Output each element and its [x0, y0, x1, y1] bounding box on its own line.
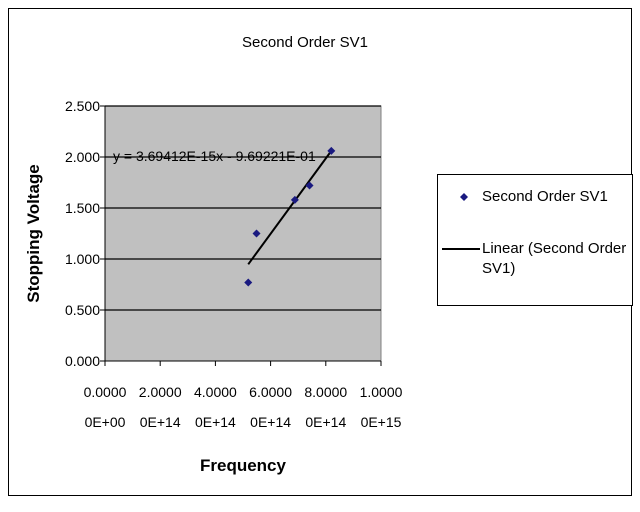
data-point-2 [290, 195, 299, 204]
y-tick-label-5: 2.500 [65, 98, 100, 114]
x-tick-label-line1: 1.0000 [360, 384, 403, 400]
data-point-4 [327, 146, 336, 155]
x-tick-label-line2: 0E+14 [140, 414, 181, 430]
x-tick-label-line1: 0.0000 [84, 384, 127, 400]
x-tick-label-2: 4.0000 0E+14 [194, 384, 237, 430]
x-axis-label: Frequency [200, 456, 287, 475]
legend-marker-shape [460, 193, 468, 201]
trendline [247, 150, 333, 265]
y-tick-label-1: 0.500 [65, 302, 100, 318]
x-tick-label-line2: 0E+14 [250, 414, 291, 430]
x-tick-label-0: 0.0000 0E+00 [84, 384, 127, 430]
legend-marker-line [442, 248, 480, 250]
x-tick-label-line2: 0E+14 [195, 414, 236, 430]
y-tick-label-4: 2.000 [65, 149, 100, 165]
y-tick-label-2: 1.000 [65, 251, 100, 267]
legend-item-scatter: Second Order SV1 [438, 187, 634, 211]
legend-label-scatter: Second Order SV1 [482, 188, 608, 205]
x-tick-label-3: 6.0000 0E+14 [249, 384, 292, 430]
data-point-0 [244, 278, 253, 287]
legend: Second Order SV1 Linear (Second Order SV1… [437, 174, 633, 306]
legend-label-trendline: Linear (Second Order SV1) [482, 240, 627, 277]
legend-marker-diamond [460, 193, 468, 201]
x-tick-label-line2: 0E+14 [305, 414, 346, 430]
x-tick-label-line2: 0E+00 [85, 414, 126, 430]
chart-title: Second Order SV1 [242, 34, 368, 51]
y-tick-label-0: 0.000 [65, 353, 100, 369]
legend-item-trendline: Linear (Second Order SV1) [438, 239, 634, 287]
chart-canvas: Second Order SV1 0.000 0.500 1.000 1.500 2.00… [24, 34, 403, 475]
x-tick-label-line1: 2.0000 [139, 384, 182, 400]
x-tick-label-line1: 8.0000 [304, 384, 347, 400]
x-tick-label-line1: 6.0000 [249, 384, 292, 400]
data-point-3 [305, 181, 314, 190]
x-tick-label-4: 8.0000 0E+14 [304, 384, 347, 430]
x-tick-label-line1: 4.0000 [194, 384, 237, 400]
plot-area [104, 105, 382, 362]
chart-frame: Second Order SV1 0.000 0.500 1.000 1.500 2.00… [8, 8, 633, 496]
x-tick-label-line2: 0E+15 [361, 414, 402, 430]
data-point-1 [252, 229, 261, 238]
x-tick-label-5: 1.0000 0E+15 [360, 384, 403, 430]
y-tick-label-3: 1.500 [65, 200, 100, 216]
trendline-equation: y = 3.69412E-15x - 9.69221E-01 [113, 148, 316, 164]
y-axis-label: Stopping Voltage [24, 164, 43, 303]
x-tick-label-1: 2.0000 0E+14 [139, 384, 182, 430]
